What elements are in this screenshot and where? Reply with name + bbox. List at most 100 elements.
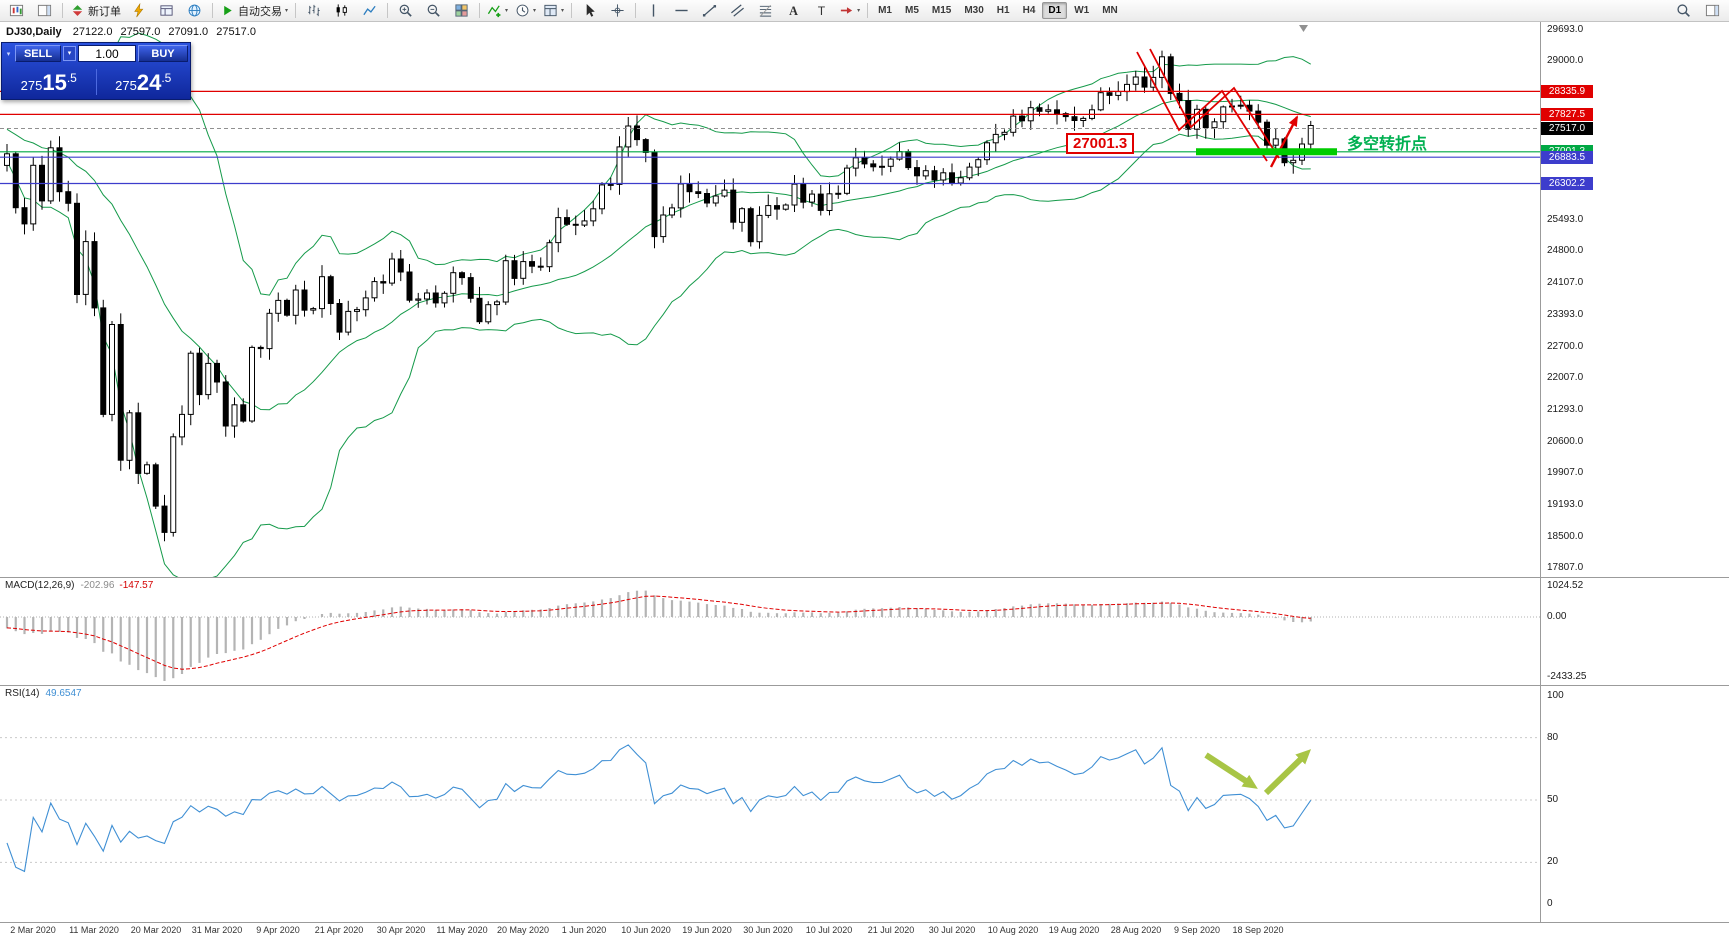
label-tool-button[interactable] xyxy=(808,0,835,21)
candlestick-chart-button[interactable] xyxy=(328,0,355,21)
price-axis-tick: 19193.0 xyxy=(1547,499,1584,510)
navigator-button[interactable] xyxy=(181,0,208,21)
close-value: 27517.0 xyxy=(216,26,256,38)
macd-signal-line xyxy=(6,595,1311,670)
rsi-scale-tick: 0 xyxy=(1547,898,1553,909)
market-watch-button[interactable] xyxy=(125,0,152,21)
toolbar-separator xyxy=(62,3,63,18)
line-chart-button[interactable] xyxy=(356,0,383,21)
tile-windows-button[interactable] xyxy=(448,0,475,21)
layout-panels-icon xyxy=(1705,4,1720,17)
one-click-collapse-toggle[interactable]: ▾ xyxy=(6,50,11,58)
toolbar-separator xyxy=(295,3,297,18)
macd-scale-zero: 0.00 xyxy=(1547,611,1567,622)
tile-windows-icon xyxy=(455,4,468,17)
templates-button[interactable]: ▾ xyxy=(540,0,567,21)
volume-input[interactable] xyxy=(78,45,136,62)
panel-splitter[interactable] xyxy=(0,685,1729,686)
label-t-icon xyxy=(817,4,826,18)
rsi-plot[interactable] xyxy=(0,686,1540,922)
timeframe-M30[interactable]: M30 xyxy=(964,5,984,16)
profiles-icon xyxy=(37,4,52,17)
bar-chart-button[interactable] xyxy=(300,0,327,21)
date-label: 11 Mar 2020 xyxy=(69,925,119,935)
price-axis-border xyxy=(1540,22,1541,922)
chart-profiles-button[interactable] xyxy=(31,0,58,21)
volume-preset-caret[interactable]: ▾ xyxy=(63,46,76,61)
timeframe-MN[interactable]: MN xyxy=(1102,5,1118,16)
timeframe-group: M1 M5 M15 M30 H1 H4 D1 W1 MN xyxy=(872,2,1124,19)
chevron-down-icon: ▾ xyxy=(285,7,289,14)
horizontal-line-button[interactable] xyxy=(668,0,695,21)
price-level-label: 27827.5 xyxy=(1541,108,1593,121)
data-window-icon xyxy=(160,5,173,16)
rsi-arrows-annotation[interactable] xyxy=(1204,749,1312,796)
price-axis-tick: 24800.0 xyxy=(1547,245,1584,256)
sell-price[interactable]: 27515.5 xyxy=(20,69,77,95)
timeframe-M5[interactable]: M5 xyxy=(904,5,919,16)
globe-icon xyxy=(188,4,201,17)
arrows-tool-button[interactable]: ▾ xyxy=(836,0,863,21)
data-window-button[interactable] xyxy=(153,0,180,21)
breakout-arrow-annotation[interactable] xyxy=(1269,115,1299,168)
text-a-icon xyxy=(789,4,799,18)
macd-scale-max: 1024.52 xyxy=(1547,580,1584,591)
price-flag-label[interactable]: 27001.3 xyxy=(1066,133,1135,154)
search-icon xyxy=(1677,4,1691,18)
main-toolbar: 新订单 自动交易 ▾ ▾ ▾ ▾ ▾ M1 M5 M15 M30 H1 H4 D1 W1 MN xyxy=(0,0,1729,22)
zigzag-annotation[interactable] xyxy=(1136,48,1280,162)
zoom-out-button[interactable] xyxy=(420,0,447,21)
sell-button[interactable]: SELL xyxy=(15,45,61,62)
autotrading-button[interactable]: 自动交易 ▾ xyxy=(217,0,291,21)
buy-button[interactable]: BUY xyxy=(138,45,188,62)
one-click-trading-panel: ▾ SELL ▾ BUY 27515.5 27524.5 xyxy=(1,42,191,100)
crosshair-button[interactable] xyxy=(604,0,631,21)
price-level-label: 26883.5 xyxy=(1541,151,1593,164)
periods-button[interactable]: ▾ xyxy=(512,0,539,21)
indicators-button[interactable]: ▾ xyxy=(484,0,511,21)
new-chart-button[interactable] xyxy=(3,0,30,21)
date-label: 19 Jun 2020 xyxy=(682,925,732,935)
play-icon xyxy=(224,5,232,16)
macd-plot[interactable] xyxy=(0,578,1540,685)
fibonacci-button[interactable] xyxy=(752,0,779,21)
text-tool-button[interactable] xyxy=(780,0,807,21)
main-chart-plot[interactable] xyxy=(0,22,1540,577)
price-axis-tick: 24107.0 xyxy=(1547,277,1584,288)
trendline-icon xyxy=(702,4,717,18)
rsi-name: RSI(14) xyxy=(5,688,40,699)
panel-splitter[interactable] xyxy=(0,577,1729,578)
timeframe-M1[interactable]: M1 xyxy=(878,5,892,16)
timeframe-D1[interactable]: D1 xyxy=(1042,2,1068,19)
channel-button[interactable] xyxy=(724,0,751,21)
macd-scale-min: -2433.25 xyxy=(1547,671,1587,682)
chevron-down-icon: ▾ xyxy=(857,7,861,14)
rsi-scale-tick: 100 xyxy=(1547,690,1564,701)
chart-shift-marker[interactable] xyxy=(1299,25,1308,32)
new-order-label: 新订单 xyxy=(88,5,121,18)
price-level-label: 26302.2 xyxy=(1541,177,1593,190)
zoom-in-icon xyxy=(399,4,412,17)
date-label: 30 Jun 2020 xyxy=(743,925,793,935)
search-button[interactable] xyxy=(1670,0,1697,21)
date-label: 20 Mar 2020 xyxy=(130,925,182,935)
zoom-in-button[interactable] xyxy=(392,0,419,21)
timeframe-M15[interactable]: M15 xyxy=(931,5,952,16)
date-label: 10 Jun 2020 xyxy=(621,925,671,935)
vertical-line-icon xyxy=(652,3,655,18)
price-axis-tick: 20600.0 xyxy=(1547,436,1584,447)
timeframe-H4[interactable]: H4 xyxy=(1022,5,1036,16)
timeframe-H1[interactable]: H1 xyxy=(996,5,1010,16)
toolbar-separator xyxy=(387,3,389,18)
trendline-button[interactable] xyxy=(696,0,723,21)
rsi-scale-tick: 50 xyxy=(1547,794,1559,805)
buy-price[interactable]: 27524.5 xyxy=(115,69,172,95)
vertical-line-button[interactable] xyxy=(640,0,667,21)
date-label: 1 Jun 2020 xyxy=(561,925,607,935)
timeframe-W1[interactable]: W1 xyxy=(1074,5,1090,16)
fibonacci-icon xyxy=(759,4,772,17)
turning-point-label[interactable]: 多空转折点 xyxy=(1347,136,1428,153)
new-order-button[interactable]: 新订单 xyxy=(67,0,124,21)
layout-button[interactable] xyxy=(1699,0,1726,21)
cursor-button[interactable] xyxy=(576,0,603,21)
